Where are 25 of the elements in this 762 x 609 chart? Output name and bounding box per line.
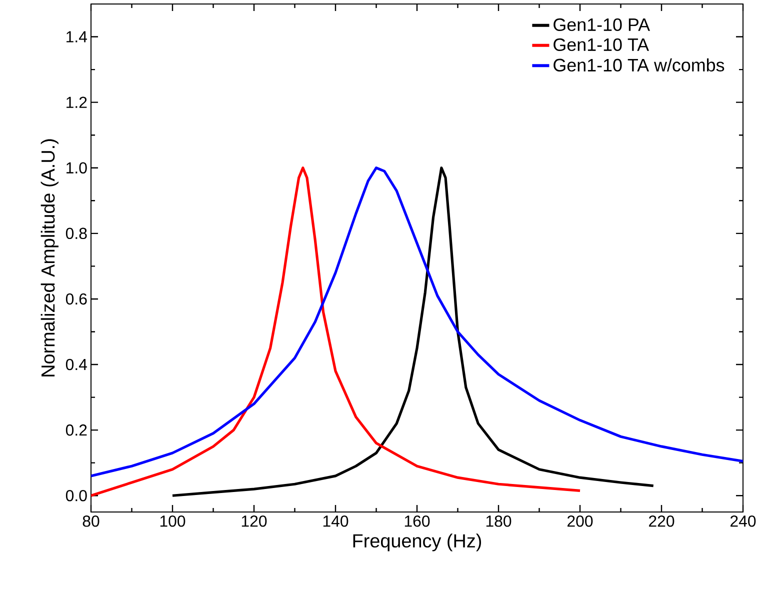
y-tick-label: 0.2 xyxy=(66,424,87,436)
x-tick-label: 180 xyxy=(486,516,512,527)
line-series xyxy=(91,166,744,478)
x-tick-label: 240 xyxy=(730,516,756,527)
x-tick-label: 120 xyxy=(242,516,267,527)
y-tick-label: 0.6 xyxy=(66,293,87,305)
x-axis-title: Frequency (Hz) xyxy=(353,534,482,552)
x-tick-label: 80 xyxy=(82,516,100,527)
y-tick-label: 1.0 xyxy=(66,162,87,174)
x-tick-label: 200 xyxy=(568,516,593,527)
y-tick-label: 0.0 xyxy=(66,490,87,502)
x-tick-label: 140 xyxy=(323,516,348,527)
y-axis-title: Normalized Amplitude (A.U.) xyxy=(40,139,58,376)
line-series xyxy=(171,166,655,497)
y-tick-label: 1.2 xyxy=(66,96,87,108)
legend-label: Gen1-10 TA xyxy=(554,38,650,52)
y-tick-label: 0.4 xyxy=(66,358,88,370)
x-tick-label: 100 xyxy=(160,516,186,527)
x-tick-label: 160 xyxy=(404,516,430,527)
x-tick-label: 220 xyxy=(649,516,674,527)
y-tick-label: 1.4 xyxy=(66,31,88,42)
legend-label: Gen1-10 TA w/combs xyxy=(554,58,724,72)
line-series xyxy=(91,166,582,497)
legend-label: Gen1-10 PA xyxy=(554,18,650,32)
y-tick-label: 0.8 xyxy=(66,228,87,240)
